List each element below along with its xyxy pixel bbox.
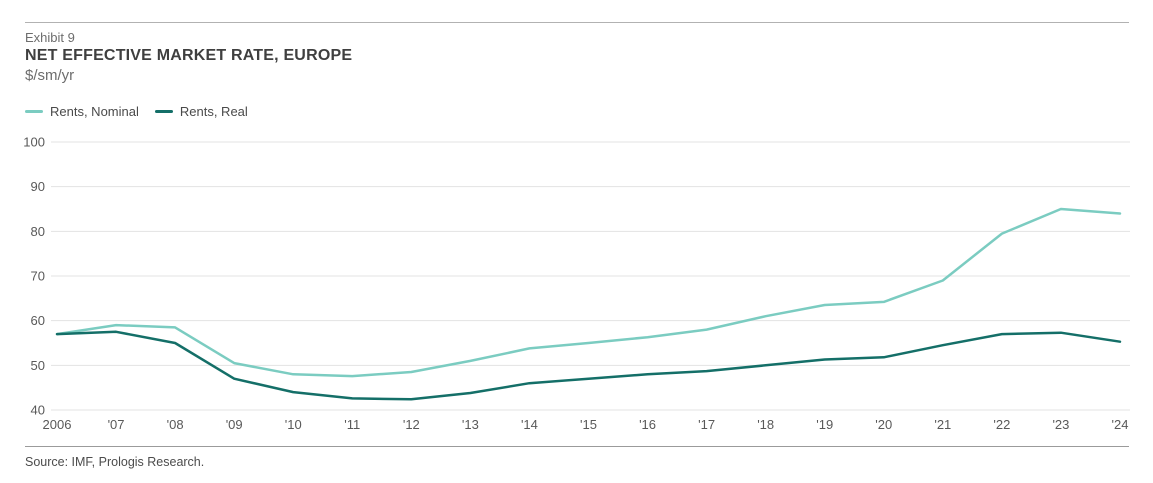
series-line-rents-real xyxy=(55,330,1122,401)
x-tick-2022: '22 xyxy=(993,417,1010,432)
x-tick-2018: '18 xyxy=(757,417,774,432)
y-tick-50: 50 xyxy=(31,358,45,373)
nominal-line-swatch xyxy=(25,110,43,113)
x-tick-2007: '07 xyxy=(108,417,125,432)
y-tick-40: 40 xyxy=(31,403,45,418)
y-tick-90: 90 xyxy=(31,179,45,194)
series-line-rents-nominal xyxy=(55,207,1122,378)
top-divider xyxy=(25,22,1129,23)
y-tick-80: 80 xyxy=(31,224,45,239)
exhibit-label: Exhibit 9 xyxy=(25,30,75,45)
legend-label-real: Rents, Real xyxy=(179,104,248,119)
x-tick-2016: '16 xyxy=(639,417,656,432)
y-tick-60: 60 xyxy=(31,313,45,328)
x-tick-2015: '15 xyxy=(580,417,597,432)
x-tick-2006: 2006 xyxy=(43,417,72,432)
legend-item-nominal: Rents, Nominal xyxy=(25,104,139,119)
x-tick-2023: '23 xyxy=(1052,417,1069,432)
legend-label-nominal: Rents, Nominal xyxy=(50,104,139,119)
page-title: NET EFFECTIVE MARKET RATE, EUROPE xyxy=(25,47,353,64)
bottom-divider xyxy=(25,446,1129,447)
x-tick-2019: '19 xyxy=(816,417,833,432)
x-tick-2010: '10 xyxy=(285,417,302,432)
real-line-swatch xyxy=(154,110,173,113)
source-note: Source: IMF, Prologis Research. xyxy=(25,455,205,469)
legend-item-real: Rents, Real xyxy=(154,104,248,119)
x-tick-2024: '24 xyxy=(1112,417,1129,432)
x-tick-2008: '08 xyxy=(167,417,184,432)
x-tick-2021: '21 xyxy=(934,417,951,432)
x-tick-2012: '12 xyxy=(403,417,420,432)
x-tick-2017: '17 xyxy=(698,417,715,432)
x-tick-2020: '20 xyxy=(875,417,892,432)
unit-label: $/sm/yr xyxy=(25,67,75,84)
x-tick-2009: '09 xyxy=(226,417,243,432)
x-tick-2013: '13 xyxy=(462,417,479,432)
x-tick-2011: '11 xyxy=(344,417,360,432)
y-tick-70: 70 xyxy=(31,269,45,284)
x-tick-2014: '14 xyxy=(521,417,538,432)
legend: Rents, Nominal Rents, Real xyxy=(25,104,248,119)
y-tick-100: 100 xyxy=(23,135,45,150)
